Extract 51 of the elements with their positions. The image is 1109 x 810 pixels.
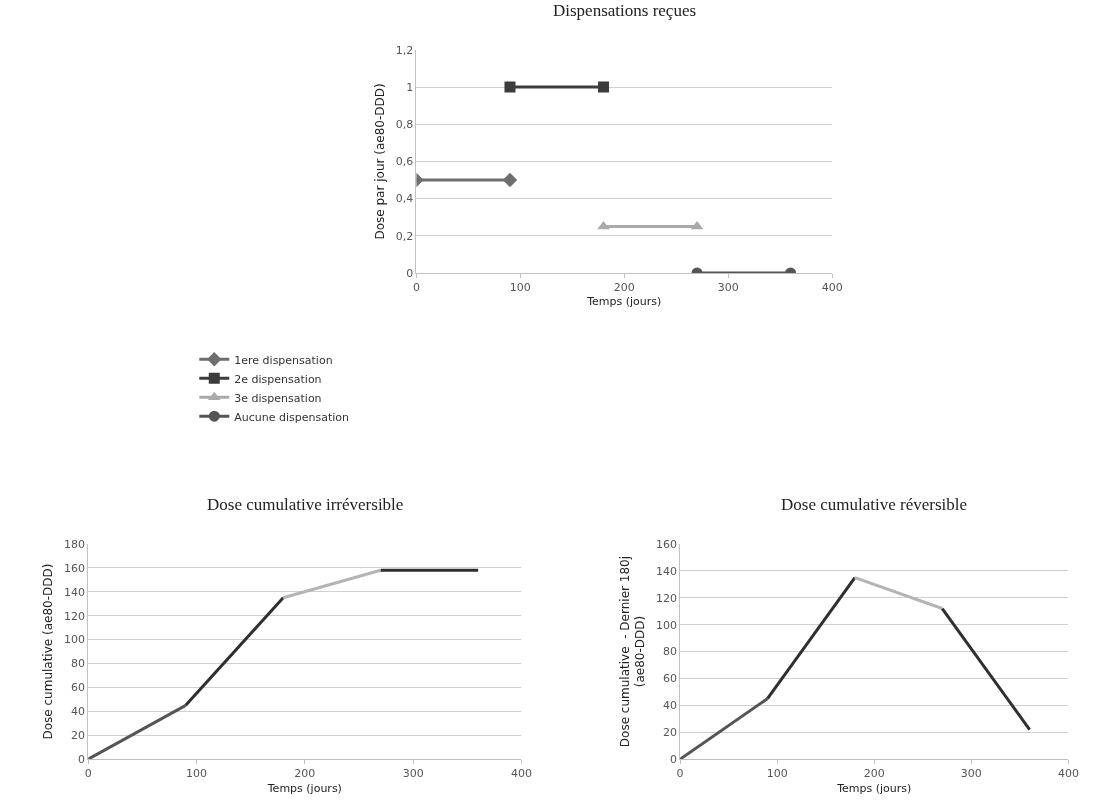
y-tick-label: 180 [64,537,86,551]
y-tick-label: 80 [71,657,86,671]
y-tick-label: 40 [71,705,86,719]
y-tick-label: 0 [669,753,677,767]
y-tick-label: 100 [64,633,86,647]
y-tick-label: 140 [64,585,86,599]
y-tick-label: 1 [406,80,414,94]
y-tick-label: 80 [662,645,677,659]
y-tick-label: 0 [78,753,86,767]
x-tick-label: 400 [1057,767,1079,781]
y-tick-label: 100 [655,618,677,632]
y-tick-label: 0,4 [395,192,414,206]
y-tick-label: 0,6 [395,155,414,169]
y-tick-label: 20 [71,729,86,743]
x-tick-label: 100 [766,767,788,781]
x-tick-label: 100 [186,767,208,781]
x-tick-label: 300 [717,281,739,295]
x-tick-label: 300 [402,767,424,781]
legend-label: Aucune dispensation [234,410,350,424]
x-tick-label: 300 [960,767,982,781]
x-tick-label: 200 [294,767,316,781]
y-tick-label: 0 [406,266,414,280]
y-tick-label: 0,2 [395,229,414,243]
legend-label: 3e dispensation [234,391,322,405]
chart-title: Dose cumulative irréversible [207,495,404,514]
x-axis-title: Temps (jours) [266,781,342,795]
y-tick-label: 20 [662,726,677,740]
y-tick-label: 120 [655,591,677,605]
x-tick-label: 100 [509,281,531,295]
y-tick-label: 60 [71,681,86,695]
y-tick-label: 40 [662,699,677,713]
y-axis-title: Dose cumulative - Dernier 180j (ae80-DDD) [617,555,648,748]
y-tick-label: 60 [662,672,677,686]
legend-label: 1ere dispensation [234,353,333,367]
y-tick-label: 140 [655,564,677,578]
y-tick-label: 1,2 [395,43,414,57]
y-tick-label: 0,8 [395,118,414,132]
x-tick-label: 200 [613,281,635,295]
x-tick-label: 400 [821,281,843,295]
y-tick-label: 120 [64,609,86,623]
y-tick-label: 160 [64,561,86,575]
y-axis-title: Dose par jour (ae80-DDD) [373,83,388,240]
y-tick-label: 160 [655,537,677,551]
chart-title: Dose cumulative réversible [781,495,967,514]
chart-title: Dispensations reçues [553,1,697,20]
legend-label: 2e dispensation [234,372,322,386]
x-tick-label: 400 [510,767,532,781]
y-axis-title: Dose cumulative (ae80-DDD) [41,563,56,740]
x-tick-label: 200 [863,767,885,781]
x-axis-title: Temps (jours) [586,295,662,309]
x-axis-title: Temps (jours) [836,781,912,795]
